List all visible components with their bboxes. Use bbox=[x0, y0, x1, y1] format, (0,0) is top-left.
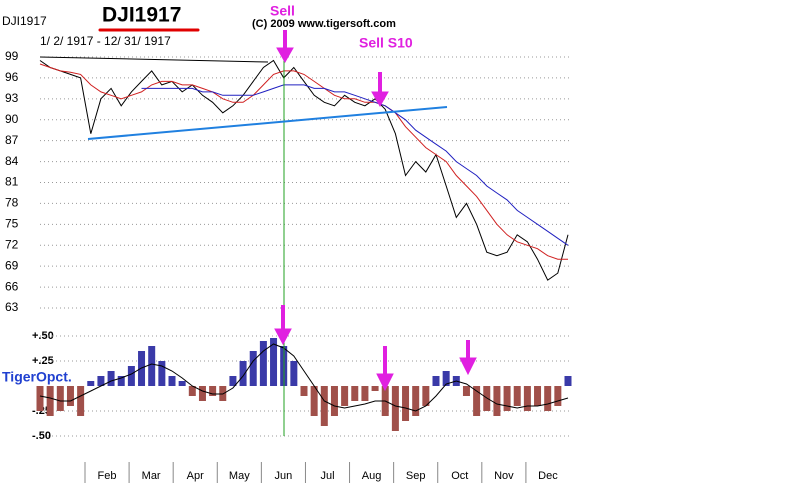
bar bbox=[178, 381, 186, 386]
y-tick-label: -.50 bbox=[32, 430, 51, 442]
x-tick-label: Feb bbox=[98, 470, 117, 482]
y-tick-label: +.50 bbox=[32, 330, 54, 342]
x-tick-label: Sep bbox=[406, 470, 426, 482]
bar bbox=[259, 341, 267, 386]
bar bbox=[158, 361, 166, 386]
bar bbox=[209, 386, 217, 396]
bar bbox=[239, 361, 247, 386]
y-tick-label: 87 bbox=[5, 133, 19, 147]
y-tick-label: 66 bbox=[5, 279, 19, 293]
y-tick-label: 75 bbox=[5, 217, 19, 231]
bar bbox=[46, 386, 54, 416]
bar bbox=[462, 386, 470, 396]
trend-line bbox=[39, 56, 269, 63]
y-tick-label: 69 bbox=[5, 258, 19, 272]
bar bbox=[36, 386, 44, 411]
oscillator-signal bbox=[39, 343, 569, 412]
bar bbox=[341, 386, 349, 406]
chart-title: DJI1917 bbox=[102, 4, 181, 27]
copyright: (C) 2009 www.tigersoft.com bbox=[252, 18, 396, 30]
bar bbox=[554, 386, 562, 406]
x-tick-label: Dec bbox=[538, 470, 558, 482]
bar bbox=[503, 386, 511, 411]
bar bbox=[432, 376, 440, 386]
x-tick-label: Oct bbox=[451, 470, 468, 482]
price-line bbox=[141, 84, 569, 246]
bar bbox=[330, 386, 338, 416]
bar bbox=[320, 386, 328, 426]
bar bbox=[87, 381, 95, 386]
bar bbox=[300, 386, 308, 396]
bar bbox=[107, 371, 115, 386]
x-tick-label: Mar bbox=[142, 470, 161, 482]
y-tick-label: 90 bbox=[5, 112, 19, 126]
bar bbox=[422, 386, 430, 406]
x-tick-label: Jun bbox=[275, 470, 293, 482]
bar bbox=[402, 386, 410, 421]
bar bbox=[310, 386, 318, 416]
bar bbox=[229, 376, 237, 386]
y-tick-label: 84 bbox=[5, 154, 19, 168]
bar bbox=[290, 361, 298, 386]
bar bbox=[523, 386, 531, 411]
y-tick-label: +.25 bbox=[32, 355, 54, 367]
date-range: 1/ 2/ 1917 - 12/ 31/ 1917 bbox=[40, 34, 171, 48]
arrow-head bbox=[276, 47, 294, 64]
bar bbox=[77, 386, 85, 416]
bar bbox=[249, 351, 257, 386]
bar bbox=[148, 346, 156, 386]
bar bbox=[56, 386, 64, 411]
bar bbox=[117, 376, 125, 386]
bar bbox=[66, 386, 74, 406]
arrow-head bbox=[459, 357, 477, 376]
bar bbox=[473, 386, 481, 416]
bar bbox=[442, 371, 450, 386]
bar bbox=[127, 366, 135, 386]
bar bbox=[544, 386, 552, 411]
symbol-label: DJI1917 bbox=[2, 14, 47, 28]
price-line bbox=[39, 63, 568, 260]
x-tick-label: Apr bbox=[187, 470, 204, 482]
y-tick-label: 99 bbox=[5, 49, 19, 63]
x-tick-label: May bbox=[229, 470, 250, 482]
y-tick-label: 63 bbox=[5, 300, 19, 314]
bar bbox=[361, 386, 369, 401]
bar bbox=[168, 376, 176, 386]
bar bbox=[534, 386, 542, 406]
y-tick-label: 81 bbox=[5, 175, 19, 189]
bar bbox=[198, 386, 206, 401]
y-tick-label: 93 bbox=[5, 91, 19, 105]
y-tick-label: 96 bbox=[5, 70, 19, 84]
annotation: Sell S10 bbox=[359, 35, 413, 51]
arrow-head bbox=[376, 373, 394, 392]
price-line bbox=[39, 59, 569, 281]
bar bbox=[391, 386, 399, 431]
x-tick-label: Nov bbox=[494, 470, 514, 482]
trend-line bbox=[87, 106, 448, 140]
y-tick-label: 78 bbox=[5, 196, 19, 210]
arrow-head bbox=[371, 91, 389, 108]
bar bbox=[270, 338, 278, 386]
bar bbox=[412, 386, 420, 416]
bar bbox=[564, 376, 572, 386]
x-tick-label: Aug bbox=[362, 470, 382, 482]
bar bbox=[351, 386, 359, 401]
annotation: Sell bbox=[270, 3, 295, 19]
oscillator-label: TigerOpct. bbox=[2, 369, 72, 385]
y-tick-label: 72 bbox=[5, 237, 19, 251]
arrows bbox=[274, 30, 477, 392]
arrow-head bbox=[274, 328, 292, 346]
x-tick-label: Jul bbox=[320, 470, 334, 482]
bar bbox=[493, 386, 501, 416]
bar bbox=[371, 386, 379, 391]
bar bbox=[97, 376, 105, 386]
bar bbox=[188, 386, 196, 396]
bar bbox=[513, 386, 521, 406]
